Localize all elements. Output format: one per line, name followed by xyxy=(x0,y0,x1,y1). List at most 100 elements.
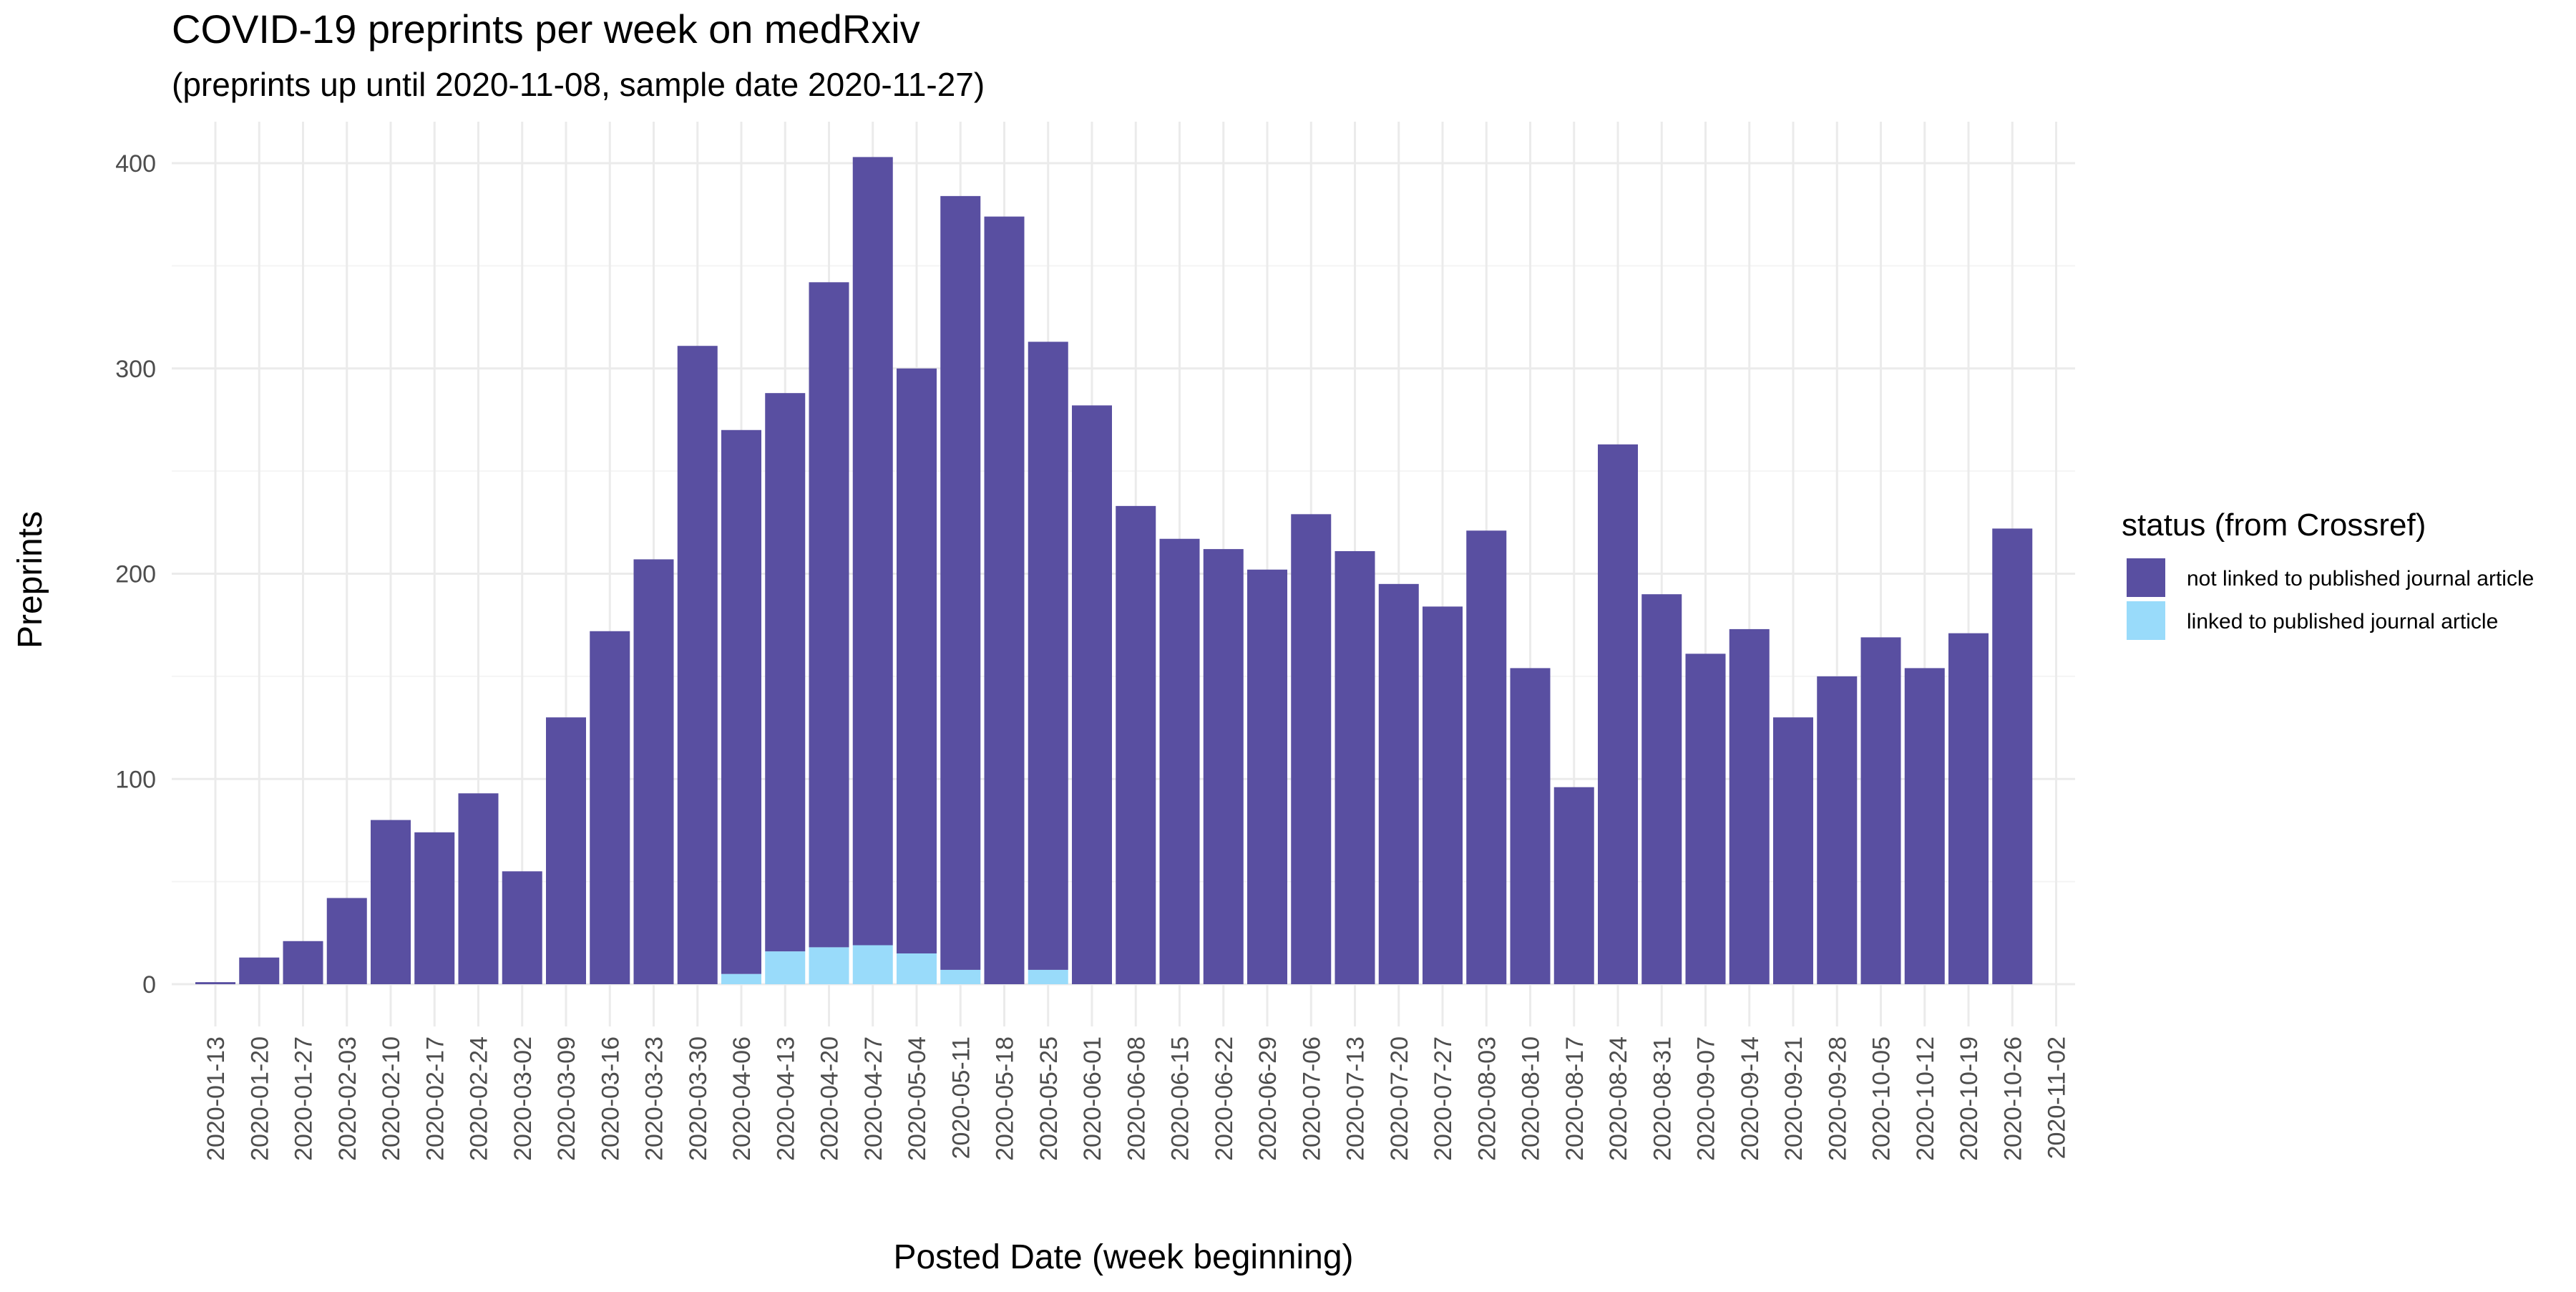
bar-not-linked-2020-08-17 xyxy=(1553,787,1594,984)
x-tick-label: 2020-08-10 xyxy=(1518,1036,1545,1161)
x-tick-label: 2020-05-18 xyxy=(992,1036,1019,1161)
x-tick-label: 2020-01-20 xyxy=(246,1036,273,1161)
bar-not-linked-2020-02-17 xyxy=(414,832,455,984)
x-tick-label: 2020-10-19 xyxy=(1956,1036,1983,1161)
x-tick-label: 2020-10-26 xyxy=(1999,1036,2026,1161)
bar-not-linked-2020-02-24 xyxy=(458,793,499,984)
legend: status (from Crossref) not linked to pub… xyxy=(2122,507,2534,640)
bar-not-linked-2020-04-20 xyxy=(809,282,849,948)
x-tick-label: 2020-08-03 xyxy=(1473,1036,1501,1161)
bar-not-linked-2020-03-02 xyxy=(502,871,542,984)
bar-not-linked-2020-03-09 xyxy=(546,717,586,984)
bar-linked-2020-04-20 xyxy=(809,947,849,984)
legend-items: not linked to published journal article l… xyxy=(2127,558,2534,640)
bar-not-linked-2020-09-28 xyxy=(1817,676,1858,984)
bar-layer xyxy=(195,157,2033,985)
legend-key-linked xyxy=(2127,601,2165,640)
x-tick-label: 2020-07-27 xyxy=(1430,1036,1457,1161)
bar-not-linked-2020-10-19 xyxy=(1948,633,1989,984)
x-tick-label: 2020-07-20 xyxy=(1386,1036,1413,1161)
y-axis: 0 100 200 300 400 xyxy=(115,150,156,999)
x-tick-label: 2020-05-25 xyxy=(1035,1036,1063,1161)
legend-key-not-linked xyxy=(2127,558,2165,597)
bar-not-linked-2020-05-11 xyxy=(940,195,981,970)
legend-label-not-linked: not linked to published journal article xyxy=(2187,567,2534,591)
bar-not-linked-2020-03-16 xyxy=(590,631,630,984)
bar-not-linked-2020-07-13 xyxy=(1335,550,1375,984)
x-tick-label: 2020-04-06 xyxy=(728,1036,756,1161)
x-tick-label: 2020-06-15 xyxy=(1167,1036,1194,1161)
bar-not-linked-2020-02-10 xyxy=(371,820,411,984)
x-tick-label: 2020-09-28 xyxy=(1824,1036,1851,1161)
bar-not-linked-2020-04-13 xyxy=(765,393,806,952)
bar-not-linked-2020-07-06 xyxy=(1291,514,1332,984)
bar-not-linked-2020-08-03 xyxy=(1466,530,1507,984)
bar-not-linked-2020-06-15 xyxy=(1159,538,1200,984)
bar-not-linked-2020-05-18 xyxy=(984,216,1025,985)
bar-not-linked-2020-06-01 xyxy=(1072,405,1112,984)
chart-subtitle: (preprints up until 2020-11-08, sample d… xyxy=(172,66,985,103)
x-tick-label: 2020-02-17 xyxy=(421,1036,449,1161)
y-tick-label: 100 xyxy=(115,766,156,793)
y-tick-label: 400 xyxy=(115,150,156,178)
x-tick-label: 2020-07-13 xyxy=(1342,1036,1370,1161)
bar-not-linked-2020-08-31 xyxy=(1641,594,1682,984)
bar-linked-2020-05-11 xyxy=(940,969,981,984)
bar-not-linked-2020-02-03 xyxy=(326,898,367,984)
x-tick-label: 2020-02-03 xyxy=(334,1036,361,1161)
bar-not-linked-2020-03-30 xyxy=(677,346,718,984)
x-tick-label: 2020-04-20 xyxy=(816,1036,844,1161)
bar-not-linked-2020-01-20 xyxy=(239,957,280,984)
x-tick-label: 2020-05-04 xyxy=(904,1036,931,1161)
x-tick-label: 2020-03-02 xyxy=(509,1036,537,1161)
legend-label-linked: linked to published journal article xyxy=(2187,610,2498,633)
bar-not-linked-2020-07-20 xyxy=(1378,583,1419,984)
x-tick-label: 2020-07-06 xyxy=(1298,1036,1325,1161)
x-tick-label: 2020-09-07 xyxy=(1693,1036,1720,1161)
bar-linked-2020-05-25 xyxy=(1028,969,1068,984)
bar-not-linked-2020-09-21 xyxy=(1773,717,1813,984)
y-tick-label: 200 xyxy=(115,561,156,588)
bar-not-linked-2020-06-29 xyxy=(1247,569,1287,984)
x-tick-label: 2020-01-13 xyxy=(203,1036,230,1161)
x-tick-label: 2020-05-11 xyxy=(947,1036,975,1159)
x-axis: 2020-01-13 2020-01-20 2020-01-27 2020-02-03… xyxy=(203,1036,2071,1161)
bar-not-linked-2020-08-24 xyxy=(1598,444,1638,984)
x-axis-title: Posted Date (week beginning) xyxy=(893,1238,1353,1276)
x-tick-label: 2020-03-23 xyxy=(641,1036,668,1161)
bar-linked-2020-04-27 xyxy=(852,945,893,984)
bar-not-linked-2020-06-22 xyxy=(1203,549,1244,984)
x-tick-label: 2020-08-31 xyxy=(1649,1036,1676,1161)
bar-linked-2020-05-04 xyxy=(897,953,937,984)
bar-not-linked-2020-05-04 xyxy=(897,368,937,953)
x-tick-label: 2020-09-21 xyxy=(1780,1036,1807,1161)
x-tick-label: 2020-03-30 xyxy=(685,1036,712,1161)
y-tick-label: 0 xyxy=(142,971,156,999)
x-tick-label: 2020-02-10 xyxy=(378,1036,405,1161)
legend-title: status (from Crossref) xyxy=(2122,507,2426,543)
x-tick-label: 2020-02-24 xyxy=(466,1036,493,1161)
bar-not-linked-2020-10-12 xyxy=(1904,668,1945,984)
x-tick-label: 2020-06-08 xyxy=(1123,1036,1150,1161)
bar-not-linked-2020-09-14 xyxy=(1729,628,1770,984)
x-tick-label: 2020-09-14 xyxy=(1737,1036,1764,1161)
x-tick-label: 2020-04-27 xyxy=(860,1036,887,1161)
bar-not-linked-2020-05-25 xyxy=(1028,341,1068,970)
x-tick-label: 2020-01-27 xyxy=(291,1036,318,1161)
x-tick-label: 2020-06-29 xyxy=(1254,1036,1282,1161)
x-tick-label: 2020-10-12 xyxy=(1912,1036,1939,1161)
bar-not-linked-2020-10-05 xyxy=(1860,637,1901,984)
x-tick-label: 2020-06-22 xyxy=(1211,1036,1238,1161)
x-tick-label: 2020-11-02 xyxy=(2044,1036,2071,1159)
bar-not-linked-2020-03-23 xyxy=(633,559,674,984)
y-axis-title: Preprints xyxy=(11,511,49,649)
bar-not-linked-2020-07-27 xyxy=(1423,606,1463,984)
bar-not-linked-2020-04-06 xyxy=(721,429,761,974)
bar-not-linked-2020-06-08 xyxy=(1116,505,1156,984)
bar-not-linked-2020-01-13 xyxy=(195,982,235,984)
x-tick-label: 2020-06-01 xyxy=(1079,1036,1106,1161)
x-tick-label: 2020-08-24 xyxy=(1605,1036,1632,1161)
x-tick-label: 2020-03-16 xyxy=(597,1036,624,1161)
chart-title: COVID-19 preprints per week on medRxiv xyxy=(172,6,920,52)
